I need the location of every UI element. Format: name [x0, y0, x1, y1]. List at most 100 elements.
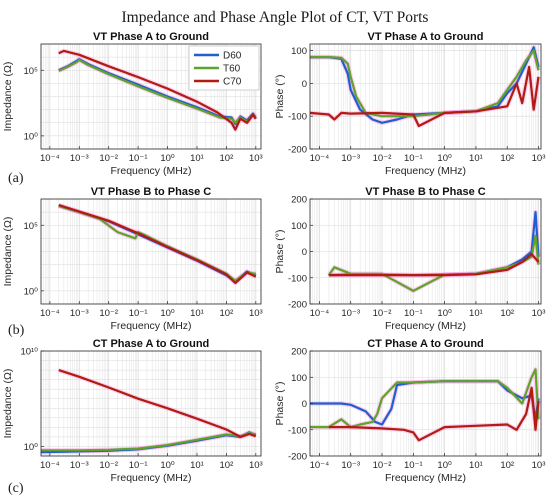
x-tick-label: 10⁻³ [70, 460, 89, 471]
series-line-c70 [328, 386, 540, 442]
x-axis-label: Frequency (MHz) [385, 472, 466, 484]
y-tick-label: -200 [288, 145, 307, 156]
chart-panel-2: VT Phase A to Ground 10⁻⁴ 10⁻³ 10⁻² 10⁻¹ 10⁰ 1… [274, 31, 545, 177]
x-tick-label: 10⁻³ [70, 153, 89, 164]
x-tick-label: 10⁻⁴ [310, 460, 330, 471]
series-group [41, 367, 257, 455]
y-tick-label: 0 [302, 79, 307, 90]
series-line-c70 [58, 49, 257, 131]
legend-label-t60: T60 [223, 64, 241, 75]
y-axis-label: Phase (°) [274, 75, 286, 119]
grid [310, 44, 541, 149]
y-tick-label: 0 [302, 399, 307, 410]
series-group [310, 367, 541, 443]
x-tick-label: 10³ [532, 308, 546, 319]
x-tick-label: 10⁻³ [341, 153, 360, 164]
x-tick-label: 10⁰ [160, 153, 175, 164]
x-tick-label: 10⁰ [437, 153, 452, 164]
y-axis-label: Phase (°) [274, 382, 286, 426]
series-group [58, 202, 257, 286]
x-tick-label: 10⁻⁴ [40, 460, 60, 471]
chart-title: VT Phase B to Phase C [365, 186, 485, 198]
x-tick-label: 10⁻⁴ [40, 153, 60, 164]
y-tick-label: 0 [302, 247, 307, 258]
chart-panel-4: VT Phase B to Phase C 10⁻⁴ 10⁻³ 10⁻² 10⁻¹ 10⁰… [274, 186, 545, 332]
x-tick-label: 10² [220, 153, 234, 164]
y-tick-label: 100 [291, 373, 307, 384]
x-tick-label: 10⁻¹ [404, 308, 423, 319]
y-tick-label: -100 [288, 112, 307, 123]
x-tick-label: 10⁻² [99, 153, 118, 164]
legend-label-c70: C70 [223, 77, 242, 88]
x-tick-label: 10⁻¹ [129, 153, 148, 164]
y-axis-label: Impedance (Ω) [2, 369, 14, 439]
x-tick-label: 10² [500, 153, 514, 164]
grid [41, 351, 261, 456]
x-tick-label: 10³ [532, 153, 546, 164]
x-axis-label: Frequency (MHz) [110, 165, 191, 177]
x-tick-label: 10⁰ [437, 460, 452, 471]
chart-panel-1: VT Phase A to Ground 10⁻⁴ 10⁻³ 10⁻² 10⁻¹ 10⁰ 1… [2, 31, 263, 177]
x-tick-label: 10⁻⁴ [310, 153, 330, 164]
x-tick-label: 10⁻⁴ [40, 308, 60, 319]
row-label-c: (c) [8, 481, 24, 496]
chart-panel-3: VT Phase B to Phase C 10⁻⁴ 10⁻³ 10⁻² 10⁻¹ 10⁰… [2, 186, 263, 332]
x-tick-label: 10⁻¹ [129, 460, 148, 471]
legend: D60 T60 C70 [188, 45, 260, 91]
x-tick-label: 10¹ [469, 460, 483, 471]
x-tick-label: 10² [220, 460, 234, 471]
x-tick-label: 10⁻² [99, 308, 118, 319]
row-label-b: (b) [8, 323, 25, 338]
x-tick-label: 10⁻² [373, 308, 392, 319]
y-tick-label: 10⁰ [24, 286, 39, 297]
plot-frame [40, 43, 262, 150]
series-group [310, 45, 541, 129]
chart-panel-5: CT Phase A to Ground 10⁻⁴ 10⁻³ 10⁻² 10⁻¹ 10⁰ 1… [2, 338, 263, 484]
x-axis-label: Frequency (MHz) [110, 472, 191, 484]
x-tick-label: 10² [220, 308, 234, 319]
x-tick-label: 10⁻³ [70, 308, 89, 319]
x-tick-label: 10⁻³ [341, 460, 360, 471]
x-tick-label: 10³ [249, 308, 263, 319]
series-line-c70 [310, 65, 540, 128]
x-tick-label: 10¹ [469, 153, 483, 164]
grid [41, 199, 261, 304]
y-tick-label: -200 [288, 452, 307, 463]
figure-title: Impedance and Phase Angle Plot of CT, VT… [122, 9, 429, 26]
x-tick-label: 10⁻² [373, 460, 392, 471]
y-tick-label: 200 [291, 195, 307, 206]
x-tick-label: 10⁰ [160, 308, 175, 319]
chart-panel-6: CT Phase A to Ground 10⁻⁴ 10⁻³ 10⁻² 10⁻¹ 10⁰ 1… [274, 338, 545, 484]
x-tick-label: 10¹ [469, 308, 483, 319]
plot-frame [40, 198, 262, 305]
plot-frame [40, 350, 262, 457]
series-group [326, 209, 541, 294]
x-tick-label: 10³ [249, 153, 263, 164]
chart-title: VT Phase A to Ground [368, 31, 484, 43]
x-tick-label: 10⁻² [373, 153, 392, 164]
y-tick-label: 100 [291, 221, 307, 232]
series-line-c70 [328, 253, 540, 277]
x-tick-label: 10³ [249, 460, 263, 471]
y-tick-label: -100 [288, 273, 307, 284]
legend-label-d60: D60 [223, 51, 242, 62]
chart-title: CT Phase A to Ground [93, 338, 210, 350]
chart-title: CT Phase A to Ground [367, 338, 484, 350]
x-tick-label: 10⁻¹ [129, 308, 148, 319]
y-tick-label: 10⁰ [24, 131, 39, 142]
y-tick-label: -100 [288, 425, 307, 436]
x-tick-label: 10¹ [190, 308, 204, 319]
series-line-c70 [58, 369, 257, 438]
chart-title: VT Phase A to Ground [93, 31, 209, 43]
series-line-c70 [58, 203, 257, 285]
x-tick-label: 10⁰ [160, 460, 175, 471]
y-tick-label: 10¹⁰ [20, 347, 38, 358]
y-axis-label: Phase (°) [274, 230, 286, 274]
x-axis-label: Frequency (MHz) [385, 320, 466, 332]
y-tick-label: 10⁵ [23, 66, 38, 77]
x-tick-label: 10⁰ [437, 308, 452, 319]
x-axis-label: Frequency (MHz) [110, 320, 191, 332]
x-tick-label: 10⁻¹ [404, 153, 423, 164]
x-tick-label: 10⁻³ [341, 308, 360, 319]
